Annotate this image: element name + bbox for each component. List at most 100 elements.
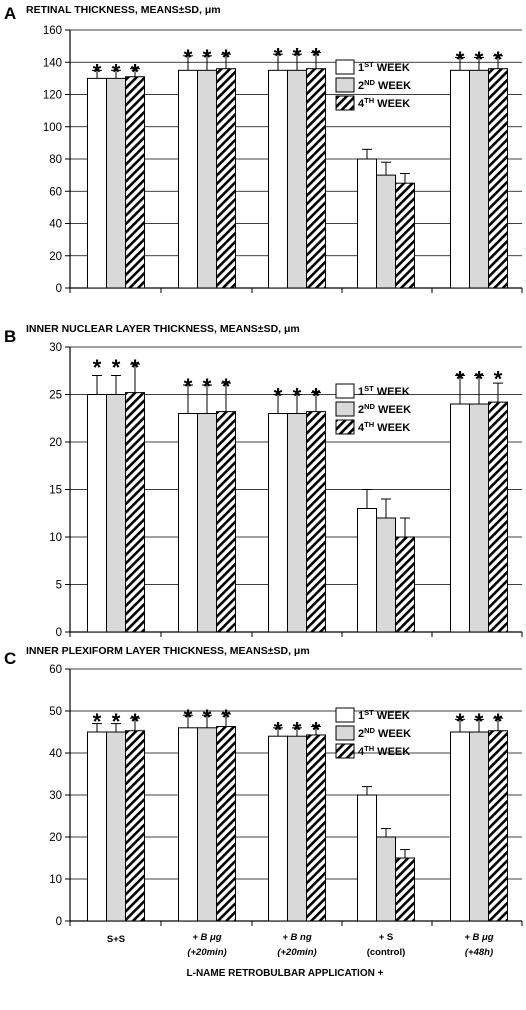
- panel-b-bar-week2-group-2: [197, 413, 217, 633]
- panel-c-significance-star: *: [203, 705, 212, 730]
- panel-a-bar-week1-group-3: [268, 69, 288, 289]
- panel-a-significance-star: *: [475, 47, 484, 72]
- panel-b-legend-swatch-week4: [335, 419, 355, 435]
- panel-c-bar-week1-group-5: [450, 731, 470, 922]
- panel-b-legend-label-week4: 4TH WEEK: [358, 420, 410, 434]
- x-category-label-3-line2: (+20min): [277, 947, 316, 958]
- panel-b-legend-label-week1: 1ST WEEK: [358, 384, 410, 398]
- panel-c-bar-week2-group-5: [469, 731, 489, 922]
- panel-c-significance-star: *: [456, 709, 465, 734]
- panel-b-bar-week1-group-5: [450, 403, 470, 633]
- x-category-label-3-line1: + B ng: [282, 932, 311, 943]
- x-category-label-2-line2: (+20min): [187, 947, 226, 958]
- panel-c-legend-swatch-week4: [335, 743, 355, 759]
- panel-b-bar-week4-group-5: [488, 401, 508, 633]
- panel-c-bar-week2-group-1: [106, 731, 126, 922]
- panel-c-legend-swatch-week2: [335, 725, 355, 741]
- panel-b-bar-week1-group-1: [87, 394, 107, 633]
- panel-b-bar-week1-group-2: [178, 413, 198, 633]
- panel-b-significance-star: *: [274, 384, 283, 409]
- panel-b-y-tick-label: 15: [49, 485, 62, 497]
- panel-c-legend-label-week1: 1ST WEEK: [358, 708, 410, 722]
- panel-a-bar-week1-group-2: [178, 69, 198, 289]
- panel-c-y-tick-label: 50: [49, 706, 62, 718]
- panel-b-bar-week2-group-3: [287, 413, 307, 633]
- panel-a-significance-star: *: [456, 47, 465, 72]
- panel-b-significance-star: *: [456, 367, 465, 392]
- panel-b-bar-week1-group-4: [357, 508, 377, 633]
- panel-a-y-tick-label: 0: [56, 283, 62, 295]
- panel-b-legend-swatch-week2: [335, 401, 355, 417]
- panel-c-y-tick-label: 60: [49, 664, 62, 676]
- panel-c-y-tick-label: 40: [49, 748, 62, 760]
- panel-b-y-tick-label: 10: [49, 532, 62, 544]
- x-category-label-4-line2: (control): [367, 947, 406, 958]
- panel-c-bar-week4-group-1: [125, 730, 145, 922]
- panel-c-bar-week1-group-1: [87, 731, 107, 922]
- panel-c-significance-star: *: [93, 709, 102, 734]
- panel-a-legend-label-week4: 4TH WEEK: [358, 96, 410, 110]
- panel-a-y-tick-label: 120: [43, 90, 62, 102]
- x-category-labels: S+S + B μg (+20min) + B ng (+20min) + S …: [107, 932, 494, 958]
- panel-a-bar-week4-group-5: [488, 68, 508, 289]
- panel-a-significance-star: *: [131, 60, 140, 85]
- panel-a-bar-week1-group-4: [357, 158, 377, 289]
- panel-a-bar-week4-group-2: [216, 68, 236, 289]
- panel-a-bar-week4-group-3: [306, 68, 326, 289]
- panel-a-bar-week2-group-2: [197, 69, 217, 289]
- panel-a-y-tick-label: 100: [43, 122, 62, 134]
- panel-c-title: INNER PLEXIFORM LAYER THICKNESS, MEANS±S…: [26, 645, 310, 657]
- panel-c-plot: 0 10 20 30 40 50 60 * * * * * * * * * * * * 1ST WEEK 2ND WEE…: [49, 664, 523, 928]
- panel-c-letter: C: [4, 649, 16, 668]
- panel-b-y-tick-label: 5: [56, 580, 62, 592]
- panel-c-significance-star: *: [293, 718, 302, 743]
- panel-c-significance-star: *: [184, 705, 193, 730]
- panel-c-bar-week1-group-4: [357, 794, 377, 922]
- panel-b-legend-label-week2: 2ND WEEK: [358, 402, 411, 416]
- panel-b-y-tick-label: 20: [49, 437, 62, 449]
- panel-b-bar-week2-group-1: [106, 394, 126, 633]
- panel-a-bar-week2-group-3: [287, 69, 307, 289]
- panel-a-y-tick-label: 80: [49, 154, 62, 166]
- panel-c-y-tick-label: 30: [49, 790, 62, 802]
- panel-b-bar-week4-group-2: [216, 411, 236, 633]
- panel-c-legend-label-week4: 4TH WEEK: [358, 744, 410, 758]
- panel-c-bar-week4-group-3: [306, 734, 326, 922]
- panel-b-bar-week1-group-3: [268, 413, 288, 633]
- panel-b-y-tick-label: 30: [49, 342, 62, 354]
- panel-b-letter: B: [4, 327, 16, 346]
- panel-b-significance-star: *: [184, 374, 193, 399]
- panel-c-significance-star: *: [131, 709, 140, 734]
- panel-c-bar-week1-group-3: [268, 735, 288, 922]
- panel-c-bar-week2-group-2: [197, 727, 217, 922]
- x-category-label-5-line1: + B μg: [464, 932, 493, 943]
- panel-b-y-tick-label: 25: [49, 390, 62, 402]
- panel-a-significance-star: *: [293, 44, 302, 69]
- panel-a-significance-star: *: [203, 45, 212, 70]
- panel-a-significance-star: *: [222, 45, 231, 70]
- panel-a-bar-week1-group-1: [87, 77, 107, 289]
- panel-c-bar-week2-group-4: [376, 836, 396, 922]
- panel-c-significance-star: *: [494, 709, 503, 734]
- panel-a-legend-label-week1: 1ST WEEK: [358, 60, 410, 74]
- panel-b-bar-week4-group-4: [395, 536, 415, 633]
- panel-a-bar-week2-group-1: [106, 77, 126, 289]
- panel-a-y-tick-label: 140: [43, 57, 62, 69]
- panel-a-bar-week4-group-4: [395, 182, 415, 289]
- panel-a-bar-week1-group-5: [450, 69, 470, 289]
- panel-b-bar-week2-group-4: [376, 517, 396, 633]
- panel-a-bar-week2-group-5: [469, 69, 489, 289]
- panel-c-significance-star: *: [222, 705, 231, 730]
- panel-c-significance-star: *: [274, 718, 283, 743]
- x-category-label-2-line1: + B μg: [192, 932, 221, 943]
- panel-a-letter: A: [4, 4, 16, 23]
- panel-c-bar-week4-group-5: [488, 730, 508, 922]
- x-category-label-1: S+S: [107, 934, 125, 945]
- panel-a-bar-week2-group-4: [376, 174, 396, 289]
- panel-c-y-tick-label: 0: [56, 916, 62, 928]
- panel-a-significance-star: *: [274, 44, 283, 69]
- x-category-label-5-line2: (+48h): [465, 947, 493, 958]
- panel-b-significance-star: *: [494, 367, 503, 392]
- panel-b-title: INNER NUCLEAR LAYER THICKNESS, MEANS±SD,…: [26, 323, 300, 335]
